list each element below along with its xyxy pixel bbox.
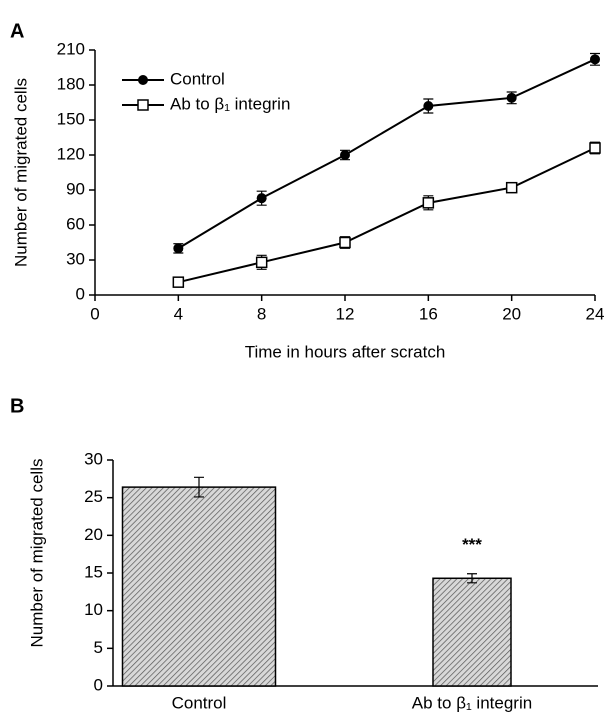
y-axis-label: Number of migrated cells <box>27 459 46 648</box>
panel-label: B <box>10 395 24 417</box>
x-tick-label: 12 <box>336 304 355 323</box>
x-tick-label: 20 <box>502 304 521 323</box>
y-axis-label: Number of migrated cells <box>11 78 30 267</box>
bar <box>432 577 512 687</box>
y-tick-label: 25 <box>84 487 103 506</box>
x-tick-label: 24 <box>586 304 604 323</box>
error-bar <box>194 476 204 498</box>
bar <box>121 486 277 687</box>
series-line <box>177 58 596 250</box>
x-tick-label: 4 <box>174 304 183 323</box>
annotation: *** <box>462 535 482 554</box>
series-line <box>178 147 596 284</box>
y-tick-label: 30 <box>66 249 85 268</box>
error-bar <box>467 573 477 584</box>
marker <box>339 236 351 249</box>
y-tick-label: 120 <box>57 144 85 163</box>
y-tick-label: 0 <box>76 284 85 303</box>
marker <box>589 142 601 154</box>
x-tick-label: 0 <box>90 304 99 323</box>
marker <box>422 197 435 209</box>
legend-marker <box>138 75 148 85</box>
marker <box>173 243 184 254</box>
x-tick-label: 8 <box>257 304 266 323</box>
legend-marker <box>137 99 149 111</box>
marker <box>172 276 185 288</box>
legend-label: Control <box>170 69 225 88</box>
x-axis-label: Time in hours after scratch <box>245 342 446 361</box>
x-tick-label: 16 <box>419 304 438 323</box>
y-tick-label: 5 <box>94 638 103 657</box>
x-tick-label: Ab to β₁ integrin <box>412 693 532 712</box>
marker <box>506 92 517 103</box>
marker <box>423 101 434 111</box>
y-tick-label: 15 <box>84 562 103 581</box>
y-tick-label: 20 <box>84 525 103 544</box>
marker <box>255 256 268 269</box>
marker <box>590 54 600 65</box>
y-tick-label: 0 <box>94 675 103 694</box>
legend-label: Ab to β₁ integrin <box>170 94 290 113</box>
marker <box>505 181 518 194</box>
x-tick-label: Control <box>172 693 227 712</box>
marker <box>256 193 267 204</box>
y-tick-label: 90 <box>66 179 85 198</box>
y-tick-label: 10 <box>84 600 103 619</box>
y-tick-label: 180 <box>57 74 85 93</box>
panel-label: A <box>10 20 24 42</box>
y-tick-label: 150 <box>57 109 85 128</box>
y-tick-label: 210 <box>57 39 85 58</box>
marker <box>340 150 350 160</box>
y-tick-label: 60 <box>66 214 85 233</box>
y-tick-label: 30 <box>84 449 103 468</box>
